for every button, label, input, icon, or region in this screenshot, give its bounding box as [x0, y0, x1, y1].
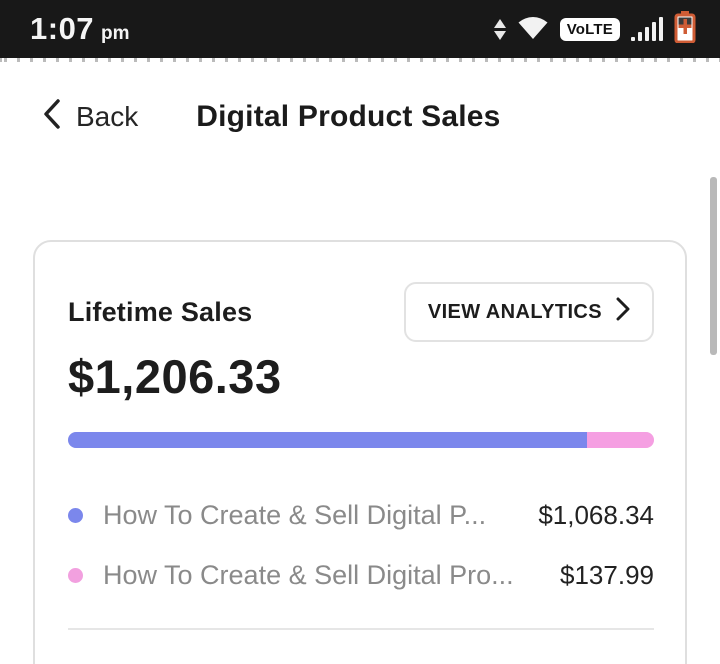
back-button[interactable]: Back: [42, 98, 138, 135]
product-amount: $137.99: [560, 560, 654, 590]
view-analytics-label: VIEW ANALYTICS: [427, 300, 602, 323]
chevron-left-icon: [42, 98, 62, 135]
view-analytics-button[interactable]: VIEW ANALYTICS: [403, 282, 654, 342]
card-divider: [68, 628, 654, 630]
product-label: How To Create & Sell Digital Pro...: [103, 560, 514, 590]
progress-segment-product-1: [68, 432, 587, 448]
clock: 1:07 pm: [30, 11, 130, 47]
progress-segment-product-2: [586, 432, 654, 448]
sales-progress-bar: [68, 432, 654, 448]
status-bar-dotted-edge: [0, 58, 720, 62]
wifi-icon: [517, 14, 549, 45]
battery-saver-icon: [674, 10, 696, 48]
time-meridiem: pm: [101, 23, 130, 44]
product-legend: How To Create & Sell Digital P... $1,068…: [68, 500, 654, 591]
time-text: 1:07: [30, 11, 95, 46]
lifetime-total: $1,206.33: [68, 350, 282, 403]
list-item[interactable]: How To Create & Sell Digital P... $1,068…: [68, 500, 654, 531]
signal-strength-icon: [631, 17, 663, 41]
list-item[interactable]: How To Create & Sell Digital Pro... $137…: [68, 560, 654, 591]
legend-dot-pink: [68, 568, 83, 583]
back-label: Back: [76, 100, 139, 132]
card-header: Lifetime Sales VIEW ANALYTICS: [68, 282, 654, 342]
card-title: Lifetime Sales: [68, 296, 253, 327]
page-title: Digital Product Sales: [196, 99, 501, 133]
data-updown-icon: [493, 18, 506, 40]
product-label: How To Create & Sell Digital P...: [103, 500, 487, 530]
page-header: Back Digital Product Sales: [42, 98, 720, 135]
legend-dot-blue: [68, 508, 83, 523]
volte-badge: VoLTE: [559, 17, 620, 41]
chevron-right-icon: [616, 297, 630, 327]
lifetime-sales-card: Lifetime Sales VIEW ANALYTICS $1,206.33 …: [33, 240, 687, 664]
scrollbar[interactable]: [710, 177, 717, 355]
product-amount: $1,068.34: [538, 500, 654, 530]
status-icons: VoLTE: [493, 10, 696, 48]
status-bar: 1:07 pm VoLTE: [0, 0, 720, 58]
